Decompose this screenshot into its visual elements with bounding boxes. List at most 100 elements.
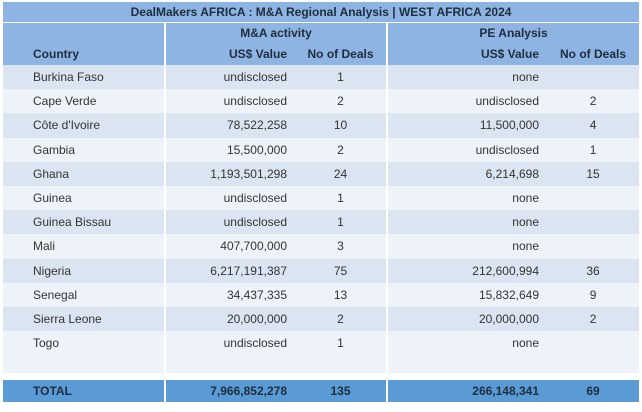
cell-pe-deals [547,185,640,211]
column-header-row: Country US$ Value No of Deals US$ Value … [3,43,640,65]
cell-pe-deals [547,234,640,259]
cell-ma-value: 15,500,000 [164,137,295,162]
blank-cell [547,355,640,374]
table-title: DealMakers AFRICA : M&A Regional Analysi… [3,2,640,23]
table-row: Côte d'Ivoire 78,522,258 10 11,500,000 4 [3,113,640,138]
cell-ma-value: 20,000,000 [164,306,295,332]
table-row: Cape Verde undisclosed 2 undisclosed 2 [3,89,640,114]
spacer-row [3,373,640,380]
cell-ma-deals: 1 [295,65,387,90]
group-header-blank [3,22,165,43]
cell-pe-value: none [386,210,547,235]
total-label: TOTAL [3,379,165,403]
cell-pe-value: undisclosed [386,89,547,114]
cell-ma-deals: 10 [295,113,387,138]
cell-country: Ghana [3,161,165,186]
blank-row [3,355,640,374]
cell-pe-deals [547,331,640,356]
cell-country: Senegal [3,282,165,307]
cell-ma-deals: 1 [295,185,387,211]
cell-pe-value: none [386,331,547,356]
cell-pe-value: 11,500,000 [386,113,547,138]
report-table-container: DealMakers AFRICA : M&A Regional Analysi… [3,2,640,408]
cell-pe-deals: 15 [547,161,640,186]
cell-ma-deals: 1 [295,210,387,235]
cell-ma-deals: 75 [295,258,387,283]
total-ma-deals: 135 [295,379,387,403]
total-pe-value: 266,148,341 [386,379,547,403]
cell-ma-deals: 2 [295,89,387,114]
cell-pe-deals: 1 [547,137,640,162]
blank-cell [386,355,547,374]
cell-ma-value: undisclosed [164,89,295,114]
table-row: Togo undisclosed 1 none [3,331,640,356]
cell-pe-deals: 9 [547,282,640,307]
cell-pe-deals: 2 [547,89,640,114]
cell-pe-deals: 36 [547,258,640,283]
cell-ma-value: 407,700,000 [164,234,295,259]
cell-pe-value: undisclosed [386,137,547,162]
cell-pe-deals [547,65,640,90]
table-row: Gambia 15,500,000 2 undisclosed 1 [3,137,640,162]
cell-country: Mali [3,234,165,259]
cell-ma-value: 6,217,191,387 [164,258,295,283]
cell-ma-value: 34,437,335 [164,282,295,307]
cell-ma-value: undisclosed [164,185,295,211]
column-header-country: Country [3,43,165,65]
cell-ma-deals: 2 [295,306,387,332]
total-row: TOTAL 7,966,852,278 135 266,148,341 69 [3,379,640,403]
total-ma-value: 7,966,852,278 [164,379,295,403]
blank-cell [164,355,295,374]
cell-country: Côte d'Ivoire [3,113,165,138]
cell-pe-value: 212,600,994 [386,258,547,283]
table-row: Mali 407,700,000 3 none [3,234,640,259]
cell-country: Burkina Faso [3,65,165,90]
cell-pe-value: none [386,234,547,259]
cell-country: Togo [3,331,165,356]
title-row: DealMakers AFRICA : M&A Regional Analysi… [3,2,640,23]
group-header-pe: PE Analysis [385,22,640,43]
table-row: Nigeria 6,217,191,387 75 212,600,994 36 [3,258,640,283]
cell-ma-value: 78,522,258 [164,113,295,138]
table-row: Burkina Faso undisclosed 1 none [3,65,640,90]
group-header-ma: M&A activity [164,22,387,43]
cell-pe-deals [547,210,640,235]
column-header-ma-value: US$ Value [164,43,295,65]
cell-pe-value: 20,000,000 [386,306,547,332]
cell-ma-value: undisclosed [164,65,295,90]
ma-regional-analysis-table: DealMakers AFRICA : M&A Regional Analysi… [3,2,640,403]
cell-country: Guinea [3,185,165,211]
cell-pe-deals: 2 [547,306,640,332]
total-pe-deals: 69 [547,379,640,403]
cell-ma-value: undisclosed [164,331,295,356]
cell-pe-value: none [386,65,547,90]
cell-country: Gambia [3,137,165,162]
table-row: Sierra Leone 20,000,000 2 20,000,000 2 [3,306,640,332]
table-row: Senegal 34,437,335 13 15,832,649 9 [3,282,640,307]
cell-ma-value: undisclosed [164,210,295,235]
cell-ma-deals: 13 [295,282,387,307]
cell-pe-value: 15,832,649 [386,282,547,307]
cell-pe-value: 6,214,698 [386,161,547,186]
blank-cell [295,355,387,374]
cell-pe-value: none [386,185,547,211]
cell-ma-deals: 24 [295,161,387,186]
spacer-cell [3,373,640,380]
table-row: Guinea undisclosed 1 none [3,185,640,211]
cell-country: Nigeria [3,258,165,283]
table-row: Guinea Bissau undisclosed 1 none [3,210,640,235]
blank-cell [3,355,165,374]
table-row: Ghana 1,193,501,298 24 6,214,698 15 [3,161,640,186]
cell-pe-deals: 4 [547,113,640,138]
group-header-row: M&A activity PE Analysis [3,22,640,43]
cell-ma-value: 1,193,501,298 [164,161,295,186]
cell-country: Sierra Leone [3,306,165,332]
cell-ma-deals: 2 [295,137,387,162]
cell-country: Cape Verde [3,89,165,114]
cell-ma-deals: 1 [295,331,387,356]
column-header-pe-value: US$ Value [386,43,547,65]
cell-country: Guinea Bissau [3,210,165,235]
column-header-ma-deals: No of Deals [295,43,387,65]
column-header-pe-deals: No of Deals [547,43,640,65]
cell-ma-deals: 3 [295,234,387,259]
